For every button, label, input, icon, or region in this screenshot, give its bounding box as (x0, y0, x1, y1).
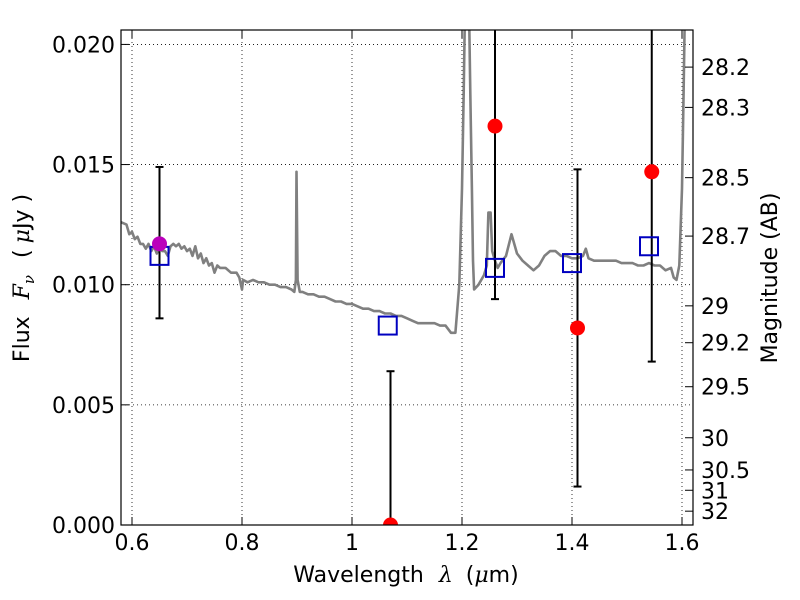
y-tick-label: 0.005 (52, 394, 115, 419)
right-axis-label: Magnitude (AB) (758, 193, 783, 364)
magnitude-tick-label: 29.2 (701, 332, 750, 357)
observed-photometry-point (487, 118, 503, 134)
magnitude-tick-label: 28.7 (701, 225, 750, 250)
magnitude-tick-label: 31 (701, 479, 729, 504)
x-tick-label: 1 (345, 531, 359, 556)
observed-photometry-point (644, 164, 660, 180)
magnitude-tick-label: 30.5 (701, 459, 750, 484)
tick-marks (121, 30, 693, 526)
x-tick-label: 1.4 (555, 531, 590, 556)
model-photometry-square (562, 253, 582, 274)
magnitude-tick-label: 29 (701, 295, 729, 320)
x-axis-label: Wavelength λ (μm) (293, 563, 518, 588)
observed-photometry-point (383, 517, 398, 525)
magnitude-tick-label: 29.5 (701, 376, 750, 401)
tick-labels: 0.6 0.8 1 1.2 1.4 1.6 0.000 0.005 0.010 0.015 0.02… (52, 33, 750, 556)
magnitude-tick-label: 28.3 (701, 96, 750, 121)
x-tick-label: 0.6 (115, 531, 150, 556)
plot-frame (120, 29, 694, 526)
observed-photometry-point (570, 320, 585, 336)
x-tick-label: 1.2 (445, 531, 480, 556)
model-photometry-square (485, 257, 505, 278)
x-tick-label: 0.8 (225, 531, 260, 556)
y-tick-label: 0.015 (52, 154, 115, 179)
y-axis-label: Flux Fν (μJy ) (10, 194, 40, 362)
y-tick-label: 0.000 (52, 514, 115, 539)
y-tick-label: 0.020 (52, 33, 115, 58)
model-photometry-square (377, 315, 398, 336)
magnitude-tick-label: 30 (701, 427, 729, 452)
magnitude-tick-label: 28.2 (701, 56, 750, 81)
magnitude-tick-label: 28.5 (701, 167, 750, 192)
plot-area (121, 30, 686, 525)
magnitude-tick-label: 32 (701, 500, 729, 525)
x-tick-label: 1.6 (665, 531, 700, 556)
observed-photometry-point (152, 236, 167, 252)
y-tick-label: 0.010 (52, 274, 115, 299)
model-photometry-square (639, 236, 659, 257)
